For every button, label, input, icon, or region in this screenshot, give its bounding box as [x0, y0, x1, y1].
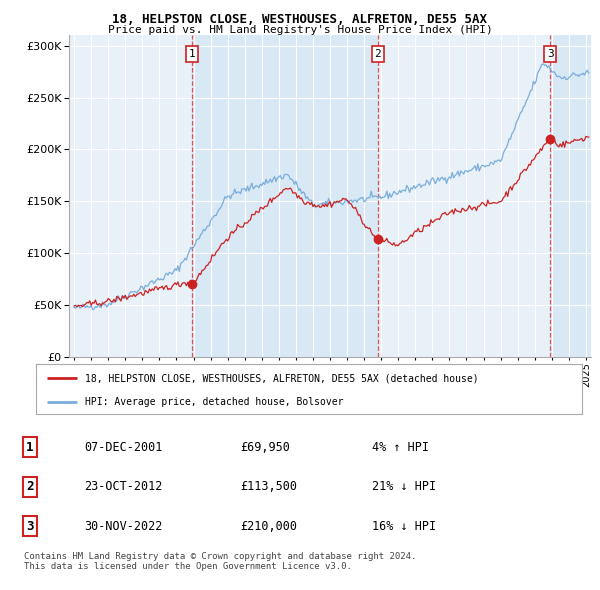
Text: 16% ↓ HPI: 16% ↓ HPI: [372, 520, 436, 533]
Text: 3: 3: [547, 49, 554, 59]
Text: 2: 2: [374, 49, 382, 59]
Text: 1: 1: [26, 441, 34, 454]
Text: 30-NOV-2022: 30-NOV-2022: [84, 520, 163, 533]
Text: 07-DEC-2001: 07-DEC-2001: [84, 441, 163, 454]
Bar: [550, 35, 591, 357]
Text: 1: 1: [189, 49, 196, 59]
Text: 23-OCT-2012: 23-OCT-2012: [84, 480, 163, 493]
Text: 21% ↓ HPI: 21% ↓ HPI: [372, 480, 436, 493]
Text: £210,000: £210,000: [240, 520, 297, 533]
Text: HPI: Average price, detached house, Bolsover: HPI: Average price, detached house, Bols…: [85, 396, 344, 407]
Text: 18, HELPSTON CLOSE, WESTHOUSES, ALFRETON, DE55 5AX (detached house): 18, HELPSTON CLOSE, WESTHOUSES, ALFRETON…: [85, 373, 479, 383]
Text: 2: 2: [26, 480, 34, 493]
Text: 3: 3: [26, 520, 34, 533]
Bar: [378, 35, 550, 357]
Text: £69,950: £69,950: [240, 441, 290, 454]
Text: £113,500: £113,500: [240, 480, 297, 493]
Bar: [192, 35, 378, 357]
Text: Contains HM Land Registry data © Crown copyright and database right 2024.
This d: Contains HM Land Registry data © Crown c…: [24, 552, 416, 571]
Text: 18, HELPSTON CLOSE, WESTHOUSES, ALFRETON, DE55 5AX: 18, HELPSTON CLOSE, WESTHOUSES, ALFRETON…: [113, 13, 487, 26]
Text: 4% ↑ HPI: 4% ↑ HPI: [372, 441, 429, 454]
Text: Price paid vs. HM Land Registry's House Price Index (HPI): Price paid vs. HM Land Registry's House …: [107, 25, 493, 35]
